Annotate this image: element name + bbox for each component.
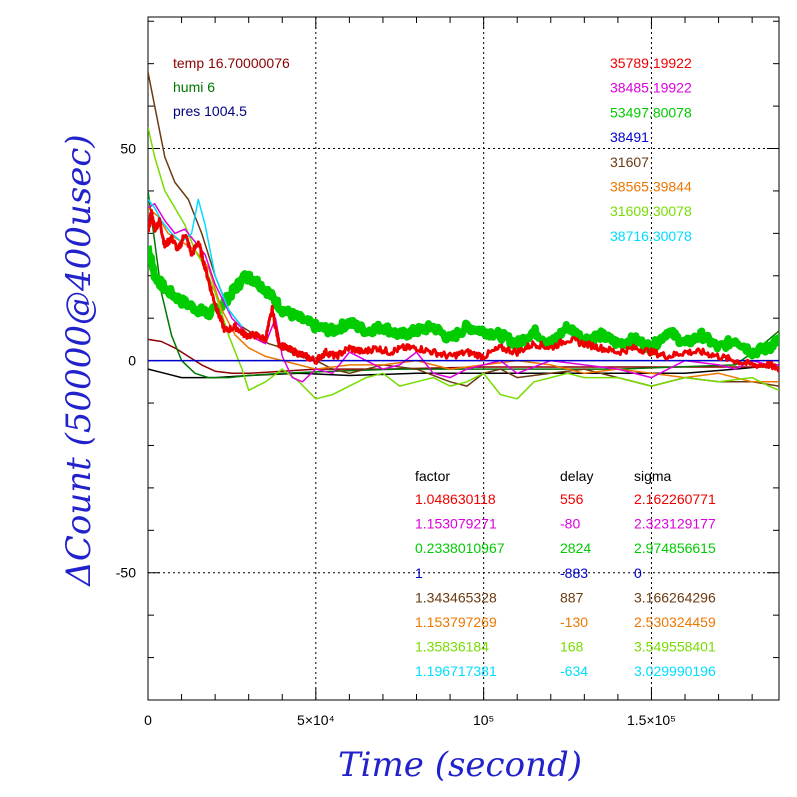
y-tick-label: 0	[128, 353, 136, 369]
y-axis-title: ΔCount (50000@400usec)	[59, 134, 99, 587]
table-header: sigma	[634, 468, 672, 484]
table-cell-factor: 1.343465328	[415, 589, 497, 605]
x-tick-label: 0	[144, 712, 152, 728]
legend-value: 31607	[610, 154, 649, 170]
x-tick-label: 1.5×10⁵	[627, 712, 676, 728]
y-tick-label: -50	[116, 565, 136, 581]
series-line-2	[148, 190, 779, 379]
x-tick-label: 10⁵	[473, 712, 494, 728]
table-cell-factor: 1.153797269	[415, 614, 497, 630]
table-cell-factor: 1.048630118	[415, 491, 496, 507]
legend-value: 38716.30078	[610, 228, 692, 244]
table-cell-sigma: 3.166264296	[634, 589, 716, 605]
series-line-8	[148, 198, 243, 328]
table-cell-factor: 1.35836184	[415, 639, 489, 655]
legend-value: 38485.19922	[610, 80, 692, 96]
table-cell-delay: -883	[560, 565, 588, 581]
table-cell-sigma: 0	[634, 565, 642, 581]
series-line-0	[148, 364, 779, 379]
table-cell-delay: 887	[560, 589, 584, 605]
series-line-7	[148, 202, 779, 383]
table-cell-delay: 556	[560, 491, 584, 507]
table-cell-delay: 168	[560, 639, 584, 655]
legend-value: 38491	[610, 129, 649, 145]
table-cell-factor: 0.2338010967	[415, 540, 505, 556]
table-cell-delay: -80	[560, 516, 580, 532]
tick-labels: 0 5×10⁴ 10⁵ 1.5×10⁵ 50 0 -50	[116, 141, 676, 728]
fit-table: factor delay sigma 1.048630118 556 2.16226077…	[415, 468, 716, 679]
axis-ticks	[147, 17, 779, 701]
table-cell-sigma: 3.029990196	[634, 663, 716, 679]
table-cell-sigma: 2.530324459	[634, 614, 716, 630]
x-tick-label: 5×10⁴	[297, 712, 335, 728]
plot-frame	[147, 16, 780, 701]
y-tick-label: 50	[120, 141, 136, 157]
env-label: humi 6	[173, 79, 215, 95]
table-header: factor	[415, 468, 450, 484]
env-label: pres 1004.5	[173, 103, 247, 119]
table-cell-sigma: 2.974856615	[634, 540, 716, 556]
table-header: delay	[560, 468, 593, 484]
table-cell-delay: 2824	[560, 540, 591, 556]
table-cell-sigma: 2.162260771	[634, 491, 716, 507]
table-cell-factor: 1.153079271	[415, 516, 497, 532]
legend-value: 53497.80078	[610, 104, 692, 120]
series-line-3	[148, 244, 779, 360]
legend-value: 31609.30078	[610, 203, 692, 219]
table-cell-delay: -130	[560, 614, 588, 630]
table-cell-sigma: 2.323129177	[634, 516, 716, 532]
env-label: temp 16.70000076	[173, 55, 290, 71]
table-cell-factor: 1.196717381	[415, 663, 497, 679]
series-lines	[148, 71, 779, 400]
env-labels: temp 16.70000076 humi 6 pres 1004.5	[173, 55, 290, 119]
series-line-5	[148, 207, 779, 383]
x-axis-title: Time (second)	[338, 745, 582, 785]
legend-value: 38565.39844	[610, 179, 692, 195]
table-cell-sigma: 3.549558401	[634, 639, 716, 655]
table-cell-delay: -634	[560, 663, 588, 679]
legend-value: 35789.19922	[610, 55, 692, 71]
series-line-10	[148, 208, 779, 373]
legend-values: 35789.19922 38485.19922 53497.80078 38491 31…	[610, 55, 692, 244]
table-cell-factor: 1	[415, 565, 423, 581]
